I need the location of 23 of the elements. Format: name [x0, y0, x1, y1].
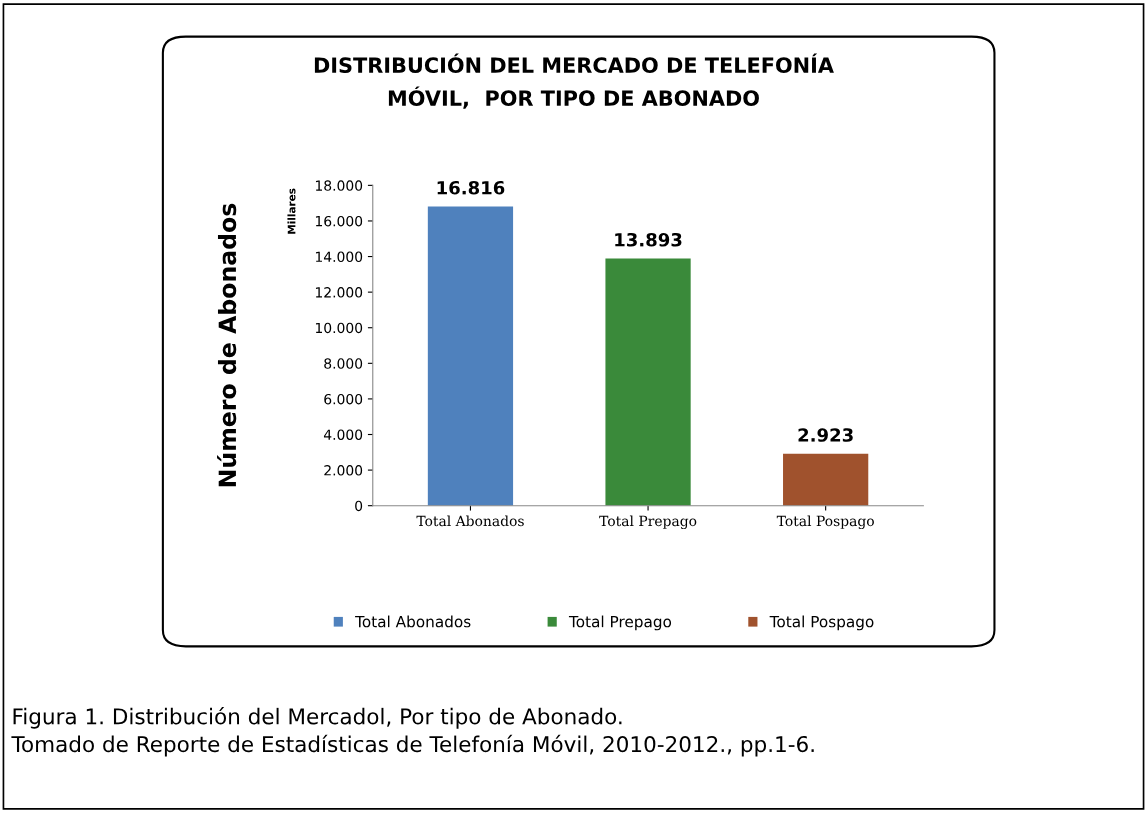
data-label: 16.816: [437, 180, 505, 195]
text: Figura 1. Distribución del Mercadol, Por tipo de Abonado. Tomado de Reporte de Estadísticas de Telefonía Móvil, 2010-2012., pp.1-6.: [11, 706, 814, 757]
y-tick-label: 14.000: [315, 251, 363, 263]
legend-label: Total Pospago: [769, 615, 874, 631]
x-tick-label: Total Abonados: [416, 515, 524, 527]
y-tick-label: 12.000: [315, 287, 363, 298]
text: Millares: [287, 188, 296, 234]
y-tick-label: 16.000: [315, 215, 363, 227]
y-tick-label: 8.000: [324, 358, 363, 369]
y-tick-label: 18.000: [315, 180, 363, 191]
y-tick-label: 10.000: [315, 322, 363, 334]
x-tick-label: Total Prepago: [599, 515, 697, 530]
x-tick-label: Total Pospago: [776, 515, 874, 530]
y-tick-label: 6.000: [324, 393, 363, 405]
data-label: 2.923: [798, 428, 853, 442]
y-axis-title: Número de Abonados: [217, 203, 237, 487]
chart-title: DISTRIBUCIÓN DEL MERCADO DE TELEFONÍA MÓVIL, POR TIPO DE ABONADO: [314, 53, 834, 109]
legend-label: Total Abonados: [355, 615, 471, 628]
y-tick-label: 2.000: [324, 465, 363, 476]
y-tick-label: 0: [355, 500, 363, 512]
legend-label: Total Prepago: [568, 615, 672, 631]
y-tick-label: 4.000: [323, 429, 363, 440]
data-label: 13.893: [615, 232, 682, 247]
